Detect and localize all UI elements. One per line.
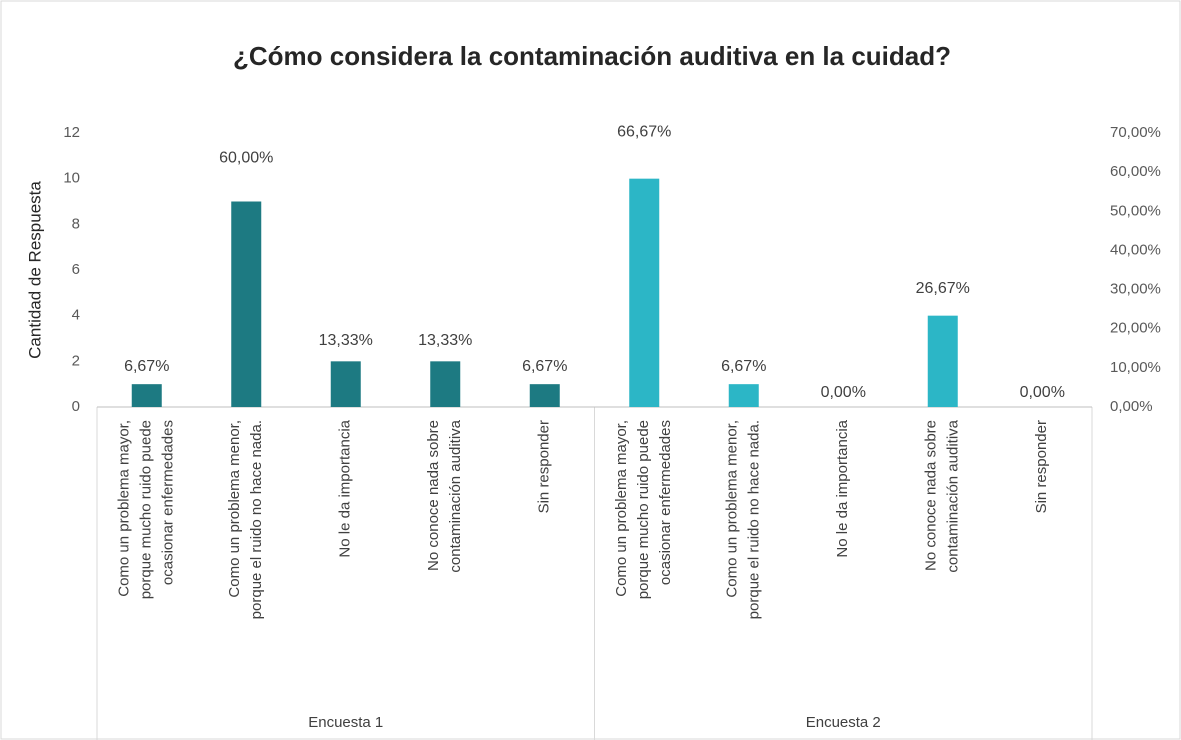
y2-tick-label: 70,00% [1110,124,1161,141]
y-tick-label: 8 [72,215,80,232]
bar [430,361,461,407]
x-tick-label: No conoce nada sobre [923,420,940,571]
x-tick-label: No le da importancia [337,419,354,557]
y2-tick-label: 0,00% [1110,398,1153,415]
x-tick-label: contaminación auditiva [447,419,464,572]
x-tick-label: porque mucho ruido puede [635,420,652,599]
y-tick-label: 2 [72,352,80,369]
y-axis-title: Cantidad de Respuesta [25,181,44,359]
data-label: 6,67% [124,358,169,375]
x-tick-label: porque mucho ruido puede [138,420,155,599]
x-tick-label: Como un problema menor, [724,420,741,598]
data-label: 13,33% [319,332,373,349]
y-tick-label: 12 [63,124,80,141]
bar [131,384,162,407]
x-tick-label: No conoce nada sobre [425,420,442,571]
y2-tick-label: 50,00% [1110,202,1161,219]
bar [927,315,958,407]
bar [231,201,262,407]
data-label: 66,67% [617,123,671,140]
bar [330,361,361,407]
y2-tick-label: 40,00% [1110,241,1161,258]
x-tick-label: Como un problema mayor, [116,420,133,597]
x-tick-label: No le da importancia [834,419,851,557]
y-tick-label: 10 [63,170,80,187]
x-tick-label: Sin responder [1033,420,1050,513]
x-tick-label: ocasionar enfermedades [657,420,674,585]
y2-tick-label: 20,00% [1110,320,1161,337]
data-label: 60,00% [219,149,273,166]
bar [728,384,759,407]
x-tick-label: Como un problema mayor, [613,420,630,597]
x-tick-label: porque el ruido no hace nada. [248,420,265,619]
y-tick-label: 0 [72,398,80,415]
data-label: 0,00% [1020,384,1065,401]
data-label: 26,67% [916,280,970,297]
x-tick-label: Sin responder [536,420,553,513]
y2-tick-label: 60,00% [1110,163,1161,180]
data-label: 13,33% [418,332,472,349]
group-label: Encuesta 1 [308,714,383,731]
y2-tick-label: 30,00% [1110,281,1161,298]
data-label: 6,67% [721,358,766,375]
x-tick-label: ocasionar enfermedades [160,420,177,585]
y2-tick-label: 10,00% [1110,359,1161,376]
x-tick-label: contaminación auditiva [945,419,962,572]
bar [529,384,560,407]
x-tick-label: Como un problema menor, [226,420,243,598]
group-label: Encuesta 2 [806,714,881,731]
data-label: 6,67% [522,358,567,375]
y-tick-label: 4 [72,307,80,324]
data-label: 0,00% [821,384,866,401]
bar [629,178,660,407]
y-tick-label: 6 [72,261,80,278]
x-tick-label: porque el ruido no hace nada. [746,420,763,619]
chart-title: ¿Cómo considera la contaminación auditiv… [233,41,951,71]
